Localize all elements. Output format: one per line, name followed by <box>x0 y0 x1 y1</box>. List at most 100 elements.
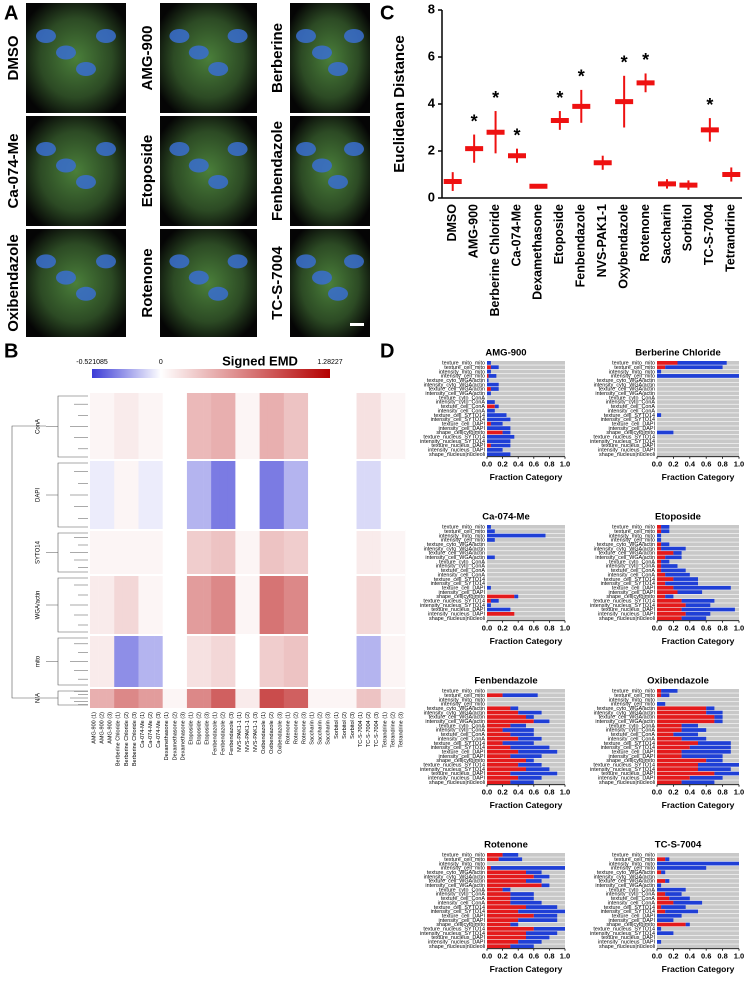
heatmap-cell <box>388 688 398 708</box>
bar <box>665 857 670 862</box>
bar <box>657 564 662 568</box>
bar-background <box>487 590 565 594</box>
feature-label: texture_nucleus_DAPI <box>431 771 485 777</box>
x-tick-label: Oxybendazole <box>616 204 630 289</box>
heatmap-cell <box>364 688 373 708</box>
heatmap-cell <box>388 393 398 460</box>
heatmap-cell <box>356 460 365 530</box>
bar <box>657 369 662 374</box>
bar <box>657 568 662 573</box>
heatmap-cell <box>300 530 309 575</box>
heatmap-cell <box>300 575 309 635</box>
bar <box>487 736 519 741</box>
feature-label: intensity_nucleus_DAPI <box>428 612 485 618</box>
column-label: Oxibendazole (2) <box>269 712 275 754</box>
x-tick-label: 0.2 <box>497 460 507 469</box>
heatmap-cell <box>356 575 365 635</box>
feature-label: intensity_cell_WGA/actin <box>425 883 485 889</box>
bar <box>487 741 503 745</box>
feature-label: texture_cell_WGA/actin <box>429 551 485 557</box>
bar <box>487 525 491 529</box>
heatmap-cell <box>106 575 115 635</box>
bar <box>487 710 519 715</box>
bar-background <box>657 892 739 896</box>
feature-label: texture_cell_mito <box>444 693 485 699</box>
bar <box>510 892 534 896</box>
heatmap-cell <box>332 575 341 635</box>
bar-background <box>657 391 739 396</box>
bar <box>487 413 507 417</box>
significance-marker: * <box>642 50 649 70</box>
x-tick-label: 0.0 <box>652 788 662 797</box>
heatmap-cell <box>291 635 301 688</box>
bar <box>657 866 707 870</box>
heatmap-cell <box>211 575 220 635</box>
heatmap-cell <box>98 530 107 575</box>
heatmap-cell <box>227 635 236 688</box>
group-label: SYTO14 <box>36 540 42 564</box>
bar <box>487 762 519 767</box>
x-tick-label: 0.2 <box>668 460 678 469</box>
bar <box>487 365 491 370</box>
bar <box>487 918 519 922</box>
x-tick-label: 0.6 <box>529 460 539 469</box>
heatmap-cell <box>227 530 236 575</box>
bar-background <box>487 443 565 448</box>
heatmap-cell <box>106 460 115 530</box>
column-label: Oxibendazole (1) <box>261 712 267 754</box>
bar <box>665 892 682 896</box>
nucleus <box>208 286 229 301</box>
heatmap-cell <box>356 688 365 708</box>
heatmap-cell <box>122 688 131 708</box>
bar-background <box>487 448 565 452</box>
bar <box>657 612 686 616</box>
heatmap-cell <box>348 688 357 708</box>
bar <box>487 374 489 378</box>
feature-label: texture_cell_SYTO14 <box>434 905 485 911</box>
bar <box>657 693 662 698</box>
heatmap-cell <box>316 635 325 688</box>
x-tick-label: 0.0 <box>652 460 662 469</box>
heatmap-cell <box>348 635 357 688</box>
feature-label: intensity_cell_ConA <box>438 736 486 742</box>
feature-label: texture_cell_mito <box>614 365 655 371</box>
bar <box>685 922 690 927</box>
bar <box>487 857 499 862</box>
feature-label: texture_mito_mito <box>612 853 655 859</box>
x-tick-label: 0.8 <box>544 624 554 633</box>
heatmap-cell <box>162 688 172 708</box>
heatmap-cell <box>388 530 398 575</box>
bar <box>657 732 674 737</box>
heatmap-cell <box>316 393 325 460</box>
heatmap-cell <box>162 530 172 575</box>
nucleus <box>328 286 348 301</box>
feature-label: texture_nucleus_SYTO14 <box>423 435 485 441</box>
bar <box>533 719 550 724</box>
bar <box>502 741 534 745</box>
x-tick-label: Berberine Chloride <box>488 204 502 317</box>
heatmap-cell <box>170 530 180 575</box>
feature-label: texture_cyto_WGA/actin <box>597 542 655 548</box>
heatmap-cell <box>186 688 196 708</box>
bar-background <box>487 555 565 560</box>
feature-label: texture_nucleus_SYTO14 <box>423 763 485 769</box>
heatmap-cell <box>259 530 268 575</box>
feature-label: texture_cell_WGA/actin <box>429 879 485 885</box>
feature-label: texture_cell_WGA/actin <box>599 879 655 885</box>
bar <box>657 723 682 728</box>
feature-label: shape_cell|cyto|mito <box>606 594 655 600</box>
heatmap-cell <box>114 393 123 460</box>
micrograph <box>290 229 370 337</box>
heatmap-cell <box>146 688 155 708</box>
feature-label: texture_cell_ConA <box>441 732 485 738</box>
bar <box>661 693 670 698</box>
bar-background <box>657 417 739 422</box>
heatmap-cell <box>219 688 228 708</box>
bar <box>510 706 519 711</box>
heatmap-cell <box>122 460 131 530</box>
heatmap-cell <box>195 635 204 688</box>
feature-label: texture_cell_mito <box>614 857 655 863</box>
bar <box>714 771 739 776</box>
heatmap-cell <box>106 530 115 575</box>
bar <box>673 900 703 905</box>
